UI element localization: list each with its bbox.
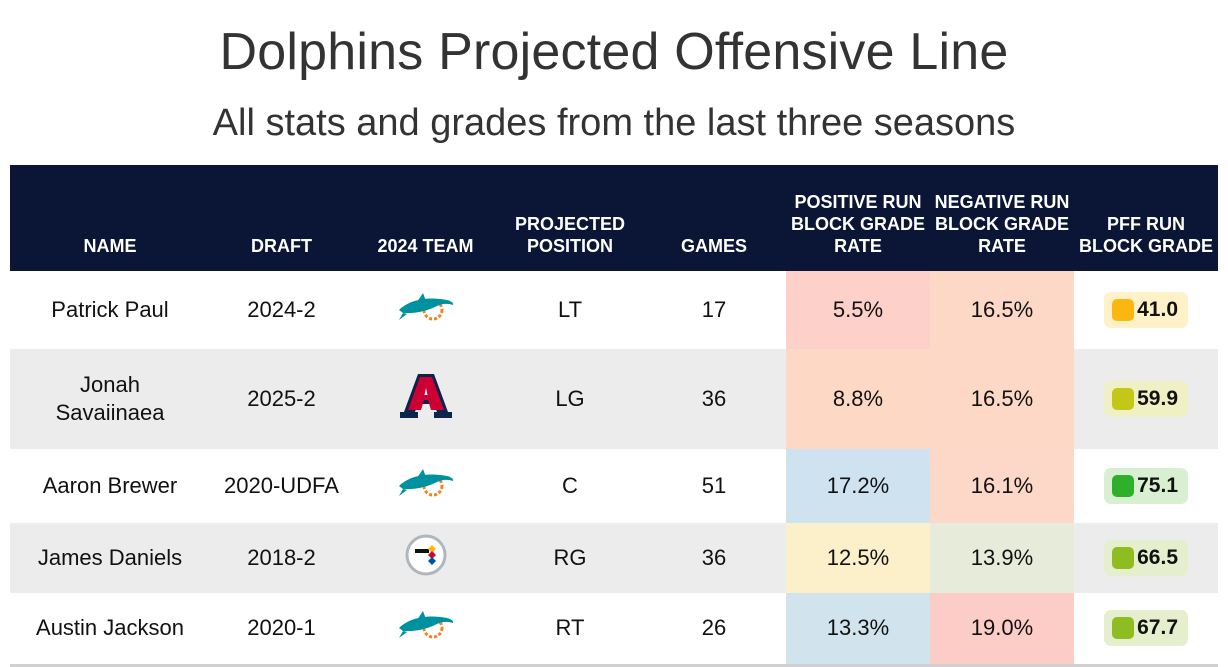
player-name: Patrick Paul	[10, 271, 210, 349]
grade-indicator-icon	[1112, 299, 1134, 321]
position-cell: LT	[498, 271, 642, 349]
col-header-name: NAME	[10, 165, 210, 271]
position-cell: RT	[498, 593, 642, 667]
grade-badge: 75.1	[1104, 468, 1188, 504]
table-row: Aaron Brewer 2020-UDFA C 51 17.2% 16.1%	[10, 449, 1218, 523]
grade-indicator-icon	[1112, 547, 1134, 569]
page-subtitle: All stats and grades from the last three…	[212, 102, 1016, 144]
col-header-position: PROJECTED POSITION	[498, 165, 642, 271]
positive-rate-cell: 5.5%	[786, 271, 930, 349]
table-row: Jonah Savaiinaea 2025-2 LG 36 8.8% 16.5%	[10, 349, 1218, 449]
negative-rate-cell: 16.1%	[930, 449, 1074, 523]
negative-rate-cell: 19.0%	[930, 593, 1074, 667]
dolphins-logo-icon	[397, 290, 455, 330]
col-header-games: GAMES	[642, 165, 786, 271]
negative-rate-cell: 16.5%	[930, 349, 1074, 449]
grade-value: 66.5	[1137, 546, 1178, 569]
grade-value: 67.7	[1137, 616, 1178, 640]
grade-value: 59.9	[1137, 387, 1178, 410]
position-cell: LG	[498, 349, 642, 449]
draft-cell: 2018-2	[210, 523, 353, 593]
dolphins-logo-icon	[397, 466, 455, 506]
grade-badge: 59.9	[1104, 381, 1188, 417]
table-row: James Daniels 2018-2 RG 36 12.5% 13.9%	[10, 523, 1218, 593]
player-name: Jonah Savaiinaea	[10, 349, 210, 449]
grade-value: 75.1	[1137, 474, 1178, 497]
position-cell: RG	[498, 523, 642, 593]
player-name: Austin Jackson	[10, 593, 210, 667]
draft-cell: 2025-2	[210, 349, 353, 449]
draft-cell: 2020-1	[210, 593, 353, 667]
games-cell: 36	[642, 349, 786, 449]
header-row: NAME DRAFT 2024 TEAM PROJECTED POSITION …	[10, 165, 1218, 271]
col-header-positive-rate: POSITIVE RUN BLOCK GRADE RATE	[786, 165, 930, 271]
grade-indicator-icon	[1112, 388, 1134, 410]
games-cell: 17	[642, 271, 786, 349]
positive-rate-cell: 17.2%	[786, 449, 930, 523]
negative-rate-cell: 16.5%	[930, 271, 1074, 349]
grade-badge: 41.0	[1104, 292, 1188, 328]
games-cell: 51	[642, 449, 786, 523]
grade-badge: 67.7	[1104, 610, 1188, 647]
positive-rate-cell: 13.3%	[786, 593, 930, 667]
grade-badge: 66.5	[1104, 540, 1188, 576]
player-name-text: Jonah Savaiinaea	[55, 372, 165, 425]
games-cell: 26	[642, 593, 786, 667]
negative-rate-cell: 13.9%	[930, 523, 1074, 593]
grade-indicator-icon	[1112, 617, 1134, 640]
arizona-wildcats-logo-icon	[399, 372, 452, 426]
col-header-grade: PFF RUN BLOCK GRADE	[1074, 165, 1218, 271]
draft-cell: 2020-UDFA	[210, 449, 353, 523]
table-row: Austin Jackson 2020-1 RT 26 13.3% 19.0%	[10, 593, 1218, 667]
col-header-negative-rate: NEGATIVE RUN BLOCK GRADE RATE	[930, 165, 1074, 271]
table-row: Patrick Paul 2024-2 LT 17 5.5% 16.5%	[10, 271, 1218, 349]
steelers-logo-icon	[405, 534, 447, 582]
games-cell: 36	[642, 523, 786, 593]
draft-cell: 2024-2	[210, 271, 353, 349]
player-name: Aaron Brewer	[10, 449, 210, 523]
grade-indicator-icon	[1112, 475, 1134, 497]
dolphins-logo-icon	[397, 608, 455, 648]
positive-rate-cell: 12.5%	[786, 523, 930, 593]
page-title: Dolphins Projected Offensive Line	[219, 23, 1009, 81]
grade-value: 41.0	[1137, 298, 1178, 321]
player-name: James Daniels	[10, 523, 210, 593]
position-cell: C	[498, 449, 642, 523]
offensive-line-table: NAME DRAFT 2024 TEAM PROJECTED POSITION …	[10, 165, 1218, 667]
positive-rate-cell: 8.8%	[786, 349, 930, 449]
col-header-team: 2024 TEAM	[353, 165, 498, 271]
col-header-draft: DRAFT	[210, 165, 353, 271]
